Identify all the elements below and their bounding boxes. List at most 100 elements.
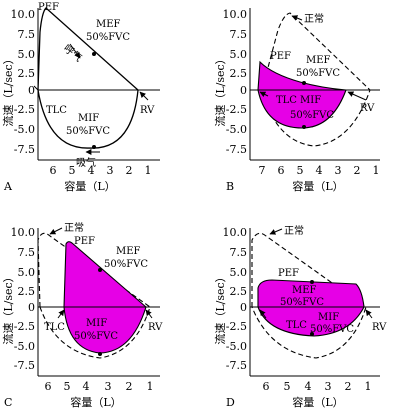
mef-label: MEF: [306, 55, 331, 66]
x-tick: 1: [365, 380, 372, 393]
mef-point: [92, 52, 96, 56]
x-tick: 2: [126, 164, 133, 177]
y-tick: 7.5: [230, 28, 248, 41]
normal-arrow: [49, 227, 63, 235]
normal-arrow: [269, 228, 283, 235]
x-tick: 2: [354, 164, 361, 177]
x-ticks: 6 5 4 3 2 1: [263, 380, 372, 393]
x-tick: 1: [373, 164, 380, 177]
normal-loop: [251, 232, 367, 359]
mif-point: [92, 145, 96, 149]
y-tick: -5.0: [14, 123, 35, 136]
tlc-arrow: [33, 85, 39, 91]
mif-label: MIF: [318, 312, 339, 323]
x-tick: 4: [83, 380, 90, 393]
mif-sub-label: 50%FVC: [310, 324, 354, 335]
rv-arrow: [145, 309, 153, 319]
mif-point: [302, 125, 306, 129]
x-axis-label: 容量（L）: [292, 179, 343, 193]
mef-sub-label: 50%FVC: [86, 32, 130, 43]
panel-letter: C: [4, 396, 12, 409]
y-tick: 7.5: [230, 246, 248, 259]
y-axis-label: 流速（L/sec）: [1, 271, 15, 344]
rv-arrow: [365, 309, 373, 319]
x-tick: 7: [259, 164, 266, 177]
y-tick: -7.5: [14, 359, 35, 372]
x-axis-label: 容量（L）: [70, 395, 121, 409]
mif-point: [98, 352, 102, 356]
normal-label: 正常: [304, 12, 324, 25]
rv-arrow: [139, 91, 149, 101]
tlc-label: TLC: [286, 320, 307, 331]
y-tick: 0: [240, 84, 247, 97]
mef-sub-label: 50%FVC: [280, 297, 324, 308]
y-axis-label: 流速（L/sec）: [213, 271, 227, 344]
y-tick: -5.0: [226, 340, 247, 353]
x-tick: 2: [126, 380, 133, 393]
pef-label: PEF: [278, 268, 299, 279]
tlc-label: TLC: [276, 95, 297, 106]
x-tick: 4: [88, 164, 95, 177]
y-tick: -2.5: [14, 103, 35, 116]
mif-label: MIF: [300, 95, 321, 106]
x-ticks: 6 5 4 3 2 1: [45, 380, 154, 393]
pef-label: PEF: [38, 2, 59, 13]
pef-label: PEF: [74, 236, 95, 247]
panel-d: 10.0 7.5 5.0 2.5 0 -2.5 -5.0 -7.5 6 5 4 …: [213, 224, 387, 409]
x-tick: 5: [64, 380, 71, 393]
x-tick: 3: [107, 164, 114, 177]
x-tick: 3: [335, 164, 342, 177]
panel-letter: B: [226, 180, 234, 193]
panel-letter: A: [3, 180, 13, 193]
y-tick: 2.5: [230, 67, 248, 80]
y-tick: -2.5: [226, 320, 247, 333]
panel-b: 10.0 7.5 5.0 2.5 0 -2.5 -5.0 -7.5 7 6 5 …: [213, 8, 380, 193]
pef-label: PEF: [270, 51, 291, 62]
y-ticks: 10.0 7.5 5.0 2.5 0 -2.5 -5.0 -7.5: [11, 8, 36, 156]
x-tick: 6: [263, 380, 270, 393]
x-tick: 6: [50, 164, 57, 177]
mif-point: [310, 332, 314, 336]
y-axis-label: 流速（L/sec）: [213, 53, 227, 126]
tlc-arrow: [57, 309, 65, 319]
y-tick: -2.5: [226, 103, 247, 116]
y-tick: 2.5: [18, 285, 36, 298]
x-tick: 2: [345, 380, 352, 393]
y-tick: -2.5: [14, 320, 35, 333]
normal-label: 正常: [284, 224, 304, 237]
x-tick: 5: [284, 380, 291, 393]
normal-arrow: [291, 15, 303, 21]
patient-loop: [63, 241, 147, 354]
y-tick: 5.0: [18, 48, 36, 61]
y-tick: 2.5: [230, 285, 248, 298]
rv-arrow: [347, 91, 367, 101]
y-tick: 0: [28, 301, 35, 314]
x-tick: 6: [45, 380, 52, 393]
x-tick: 6: [278, 164, 285, 177]
x-axis-label: 容量（L）: [64, 179, 115, 193]
tlc-arrow: [259, 91, 269, 98]
y-tick: -5.0: [226, 123, 247, 136]
y-tick: 0: [240, 301, 247, 314]
x-tick: 5: [69, 164, 76, 177]
inhale-label: 吸气: [76, 156, 96, 169]
x-tick: 1: [147, 380, 154, 393]
y-ticks: 10.0 7.5 5.0 2.5 0 -2.5 -5.0 -7.5: [11, 226, 36, 372]
mif-sub-label: 50%FVC: [74, 331, 118, 342]
y-tick: 5.0: [230, 266, 248, 279]
mef-sub-label: 50%FVC: [104, 259, 148, 270]
x-tick: 5: [297, 164, 304, 177]
mef-label: MEF: [116, 246, 141, 257]
x-tick: 3: [105, 380, 112, 393]
rv-label: RV: [372, 322, 387, 333]
y-tick: 10.0: [223, 8, 248, 21]
y-tick: 2.5: [18, 67, 36, 80]
y-tick: 10.0: [223, 226, 248, 239]
mef-point: [302, 81, 306, 85]
y-tick: 10.0: [11, 8, 36, 21]
normal-loop: [261, 12, 371, 147]
y-tick: 7.5: [18, 28, 36, 41]
x-tick: 4: [316, 164, 323, 177]
y-tick: 5.0: [18, 266, 36, 279]
